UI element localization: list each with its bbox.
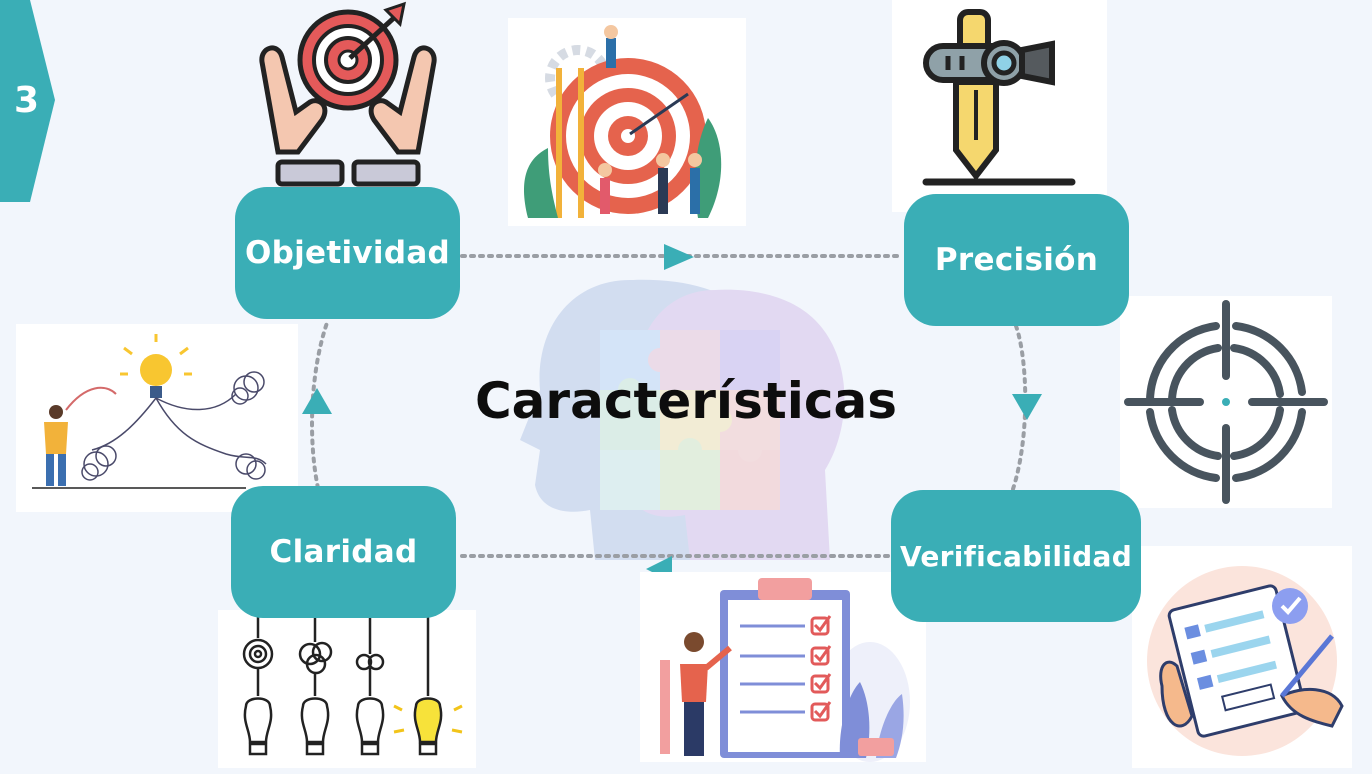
slide-number: 3 xyxy=(14,80,40,121)
center-title: Características xyxy=(474,372,898,430)
node-claridad-label: Claridad xyxy=(269,534,418,570)
arrow-right-icon xyxy=(664,244,694,270)
crosshair-icon xyxy=(1124,300,1328,504)
node-verificabilidad: Verificabilidad xyxy=(891,490,1141,622)
slide-number-tab xyxy=(0,0,55,202)
node-verificabilidad-label: Verificabilidad xyxy=(899,539,1133,573)
idea-person-icon xyxy=(32,334,267,489)
arrow-down-icon xyxy=(1012,394,1042,420)
bulbs-icon xyxy=(242,610,463,756)
hands-target-icon xyxy=(259,1,437,187)
node-claridad: Claridad xyxy=(231,486,456,618)
pen-tool-card xyxy=(892,0,1107,212)
checklist-person-icon xyxy=(660,578,910,762)
node-objetividad-label: Objetividad xyxy=(244,235,451,271)
pen-tool-icon xyxy=(922,9,1076,186)
node-objetividad: Objetividad xyxy=(235,187,460,319)
team-target-icon xyxy=(524,25,722,218)
arrow-up-icon xyxy=(302,388,332,414)
completed-form-icon xyxy=(1147,566,1344,756)
puzzle-heads-icon xyxy=(520,279,845,560)
node-precision: Precisión xyxy=(904,194,1129,326)
node-precision-label: Precisión xyxy=(934,242,1099,278)
